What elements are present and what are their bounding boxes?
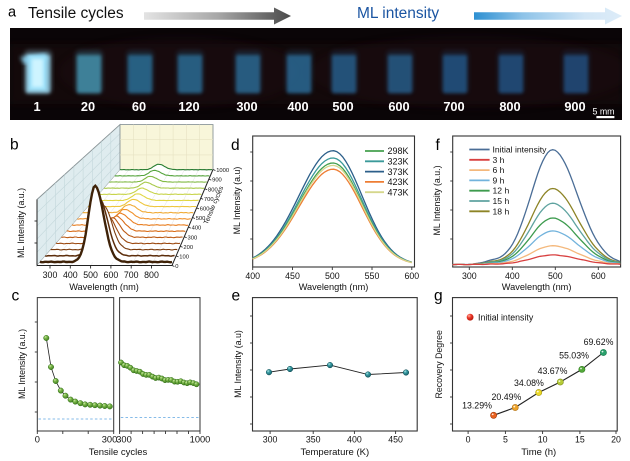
svg-text:900: 900 [212,178,222,184]
svg-text:c: c [12,288,20,305]
svg-text:Wavelength (nm): Wavelength (nm) [299,282,369,292]
svg-text:298K: 298K [388,146,409,156]
svg-text:Wavelength (nm): Wavelength (nm) [69,282,139,292]
svg-text:500: 500 [325,271,340,281]
svg-text:600: 600 [591,271,606,281]
svg-text:373K: 373K [388,167,409,177]
svg-text:300: 300 [188,235,198,241]
svg-text:69.62%: 69.62% [584,337,614,347]
svg-text:Tensile cycles: Tensile cycles [28,5,124,22]
svg-text:5: 5 [503,435,508,445]
svg-text:15: 15 [575,435,585,445]
svg-text:e: e [232,288,241,305]
svg-text:550: 550 [365,271,380,281]
svg-text:3 h: 3 h [493,155,505,165]
svg-text:Time (h): Time (h) [521,447,556,458]
svg-text:500: 500 [548,271,563,281]
svg-text:1000: 1000 [216,168,229,174]
svg-text:18 h: 18 h [493,206,510,216]
svg-text:60: 60 [132,99,146,114]
svg-text:13.29%: 13.29% [462,401,492,411]
svg-text:ML intensity: ML intensity [357,5,439,22]
svg-text:300: 300 [116,435,132,445]
svg-text:500: 500 [83,270,98,280]
svg-text:500: 500 [332,99,353,114]
svg-text:700: 700 [124,270,139,280]
svg-text:900: 900 [564,99,585,114]
svg-text:120: 120 [178,99,199,114]
svg-text:300: 300 [263,435,278,445]
svg-text:300: 300 [102,435,118,445]
svg-text:700: 700 [204,197,214,203]
svg-text:43.67%: 43.67% [538,366,568,376]
svg-text:20: 20 [611,435,621,445]
svg-text:ML Intensity (a.u.): ML Intensity (a.u.) [17,329,27,399]
svg-text:400: 400 [347,435,362,445]
svg-text:100: 100 [179,255,189,261]
svg-text:b: b [10,137,19,154]
svg-text:Initial intensity: Initial intensity [478,313,534,323]
svg-text:a: a [8,5,17,21]
svg-text:400: 400 [287,99,308,114]
svg-text:12 h: 12 h [493,186,510,196]
svg-text:0: 0 [175,264,178,270]
svg-text:6 h: 6 h [493,165,505,175]
svg-text:Tensile cycles: Tensile cycles [89,447,148,458]
svg-text:10: 10 [538,435,548,445]
svg-text:423K: 423K [388,177,409,187]
svg-text:473K: 473K [388,187,409,197]
svg-text:f: f [436,137,441,154]
svg-text:1000: 1000 [190,435,211,445]
svg-text:g: g [434,288,443,305]
svg-text:400: 400 [245,271,260,281]
svg-text:450: 450 [388,435,403,445]
svg-text:Initial intensity: Initial intensity [493,145,548,155]
svg-text:Wavelength (nm): Wavelength (nm) [502,282,572,292]
svg-text:55.03%: 55.03% [559,351,589,361]
svg-text:1: 1 [33,99,40,114]
svg-text:350: 350 [306,435,321,445]
svg-text:300: 300 [462,271,477,281]
svg-text:600: 600 [200,207,210,213]
svg-text:600: 600 [404,271,419,281]
svg-text:Temperature (K): Temperature (K) [300,447,369,458]
svg-text:20.49%: 20.49% [491,392,521,402]
svg-text:700: 700 [443,99,464,114]
svg-text:450: 450 [285,271,300,281]
svg-text:ML Intensity (a.u.): ML Intensity (a.u.) [16,188,26,258]
svg-text:400: 400 [192,226,202,232]
svg-text:Recovery Degree: Recovery Degree [434,330,444,399]
svg-text:200: 200 [183,245,193,251]
svg-text:300: 300 [236,99,257,114]
svg-text:ML Intensity (a.u): ML Intensity (a.u) [233,330,243,398]
svg-text:15 h: 15 h [493,196,510,206]
svg-text:ML Intensity (a.u): ML Intensity (a.u) [232,167,242,235]
svg-text:500: 500 [196,216,206,222]
svg-text:5 mm: 5 mm [593,107,615,117]
svg-text:400: 400 [505,271,520,281]
svg-text:0: 0 [35,435,40,445]
svg-text:800: 800 [208,187,218,193]
svg-text:800: 800 [499,99,520,114]
svg-text:20: 20 [81,99,95,114]
svg-text:323K: 323K [388,157,409,167]
svg-text:300: 300 [43,270,58,280]
svg-text:ML Intensity (a.u.): ML Intensity (a.u.) [432,165,442,235]
svg-text:800: 800 [144,270,159,280]
svg-text:600: 600 [388,99,409,114]
svg-text:0: 0 [466,435,471,445]
svg-text:9 h: 9 h [493,175,505,185]
svg-text:d: d [231,137,240,154]
svg-text:400: 400 [63,270,78,280]
svg-text:34.08%: 34.08% [514,378,544,388]
svg-text:600: 600 [104,270,119,280]
